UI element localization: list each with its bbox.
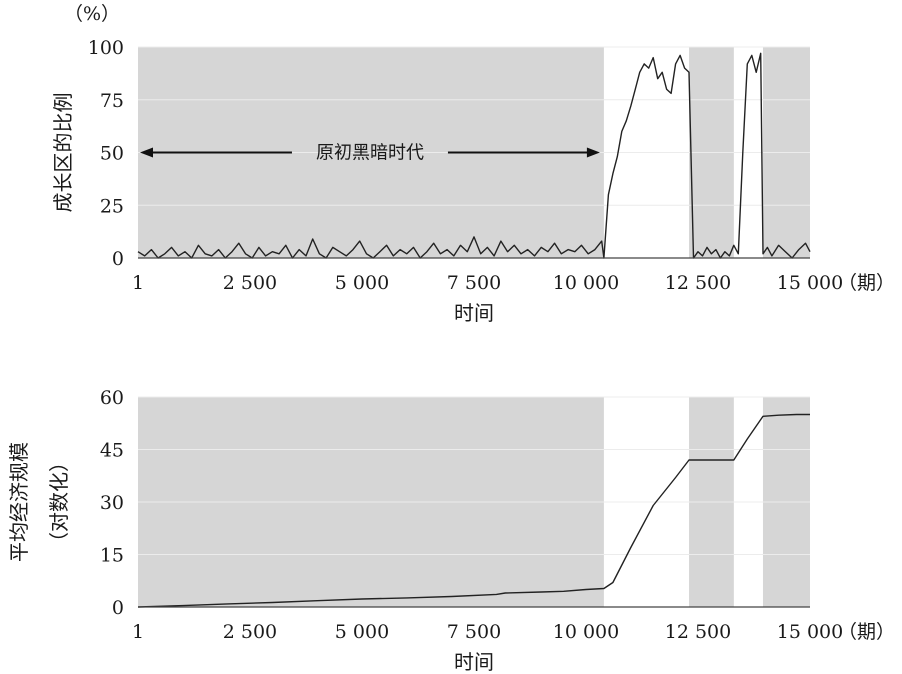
- x-tick-label: 10 000: [553, 272, 619, 294]
- y-tick-label: 15: [100, 545, 124, 567]
- x-unit-label: （期）: [838, 621, 895, 643]
- x-tick-label: 10 000: [553, 621, 619, 643]
- y-tick-label: 50: [100, 143, 124, 165]
- x-tick-label: 2 500: [223, 272, 277, 294]
- x-tick-label: 15 000: [777, 272, 843, 294]
- y-tick-label: 60: [100, 387, 124, 409]
- x-tick-label: 15 000: [777, 621, 843, 643]
- x-tick-label: 7 500: [447, 621, 501, 643]
- x-tick-label: 5 000: [335, 272, 389, 294]
- y-tick-label: 25: [100, 195, 124, 217]
- arrow-right-head: [586, 147, 600, 158]
- y-unit-label: （%）: [64, 3, 120, 25]
- y-tick-label: 0: [112, 248, 124, 270]
- x-tick-label: 12 500: [665, 272, 731, 294]
- gridlines: [138, 396, 810, 555]
- x-unit-label: （期）: [838, 272, 895, 294]
- y-tick-label: 0: [112, 597, 124, 619]
- y-tick-label: 45: [100, 440, 124, 462]
- x-tick-label: 1: [132, 272, 144, 294]
- x-axis-label: 时间: [454, 650, 494, 674]
- series-lines: [137, 52, 811, 259]
- series-lines: [137, 413, 810, 608]
- y-tick-labels: 0 15 30 45 60: [100, 387, 124, 619]
- y-axis-label-2: （对数化）: [47, 452, 71, 552]
- y-tick-label: 100: [88, 37, 124, 59]
- x-tick-label: 1: [132, 621, 144, 643]
- y-tick-labels: 0 25 50 75 100: [88, 37, 124, 270]
- y-axis-label: 平均经济规模: [7, 442, 31, 562]
- series-line-0: [137, 52, 811, 259]
- y-tick-label: 30: [100, 492, 124, 514]
- annotation-text: 原初黑暗时代: [316, 143, 424, 164]
- y-tick-label: 75: [100, 90, 124, 112]
- annotation-arrows: [140, 147, 600, 158]
- series-line-0: [137, 413, 810, 608]
- x-tick-label: 12 500: [665, 621, 731, 643]
- x-tick-label: 2 500: [223, 621, 277, 643]
- y-axis-label: 成长区的比例: [51, 93, 75, 213]
- x-axis-label: 时间: [454, 301, 494, 325]
- x-tick-label: 5 000: [335, 621, 389, 643]
- x-tick-label: 7 500: [447, 272, 501, 294]
- arrow-left-head: [140, 147, 153, 158]
